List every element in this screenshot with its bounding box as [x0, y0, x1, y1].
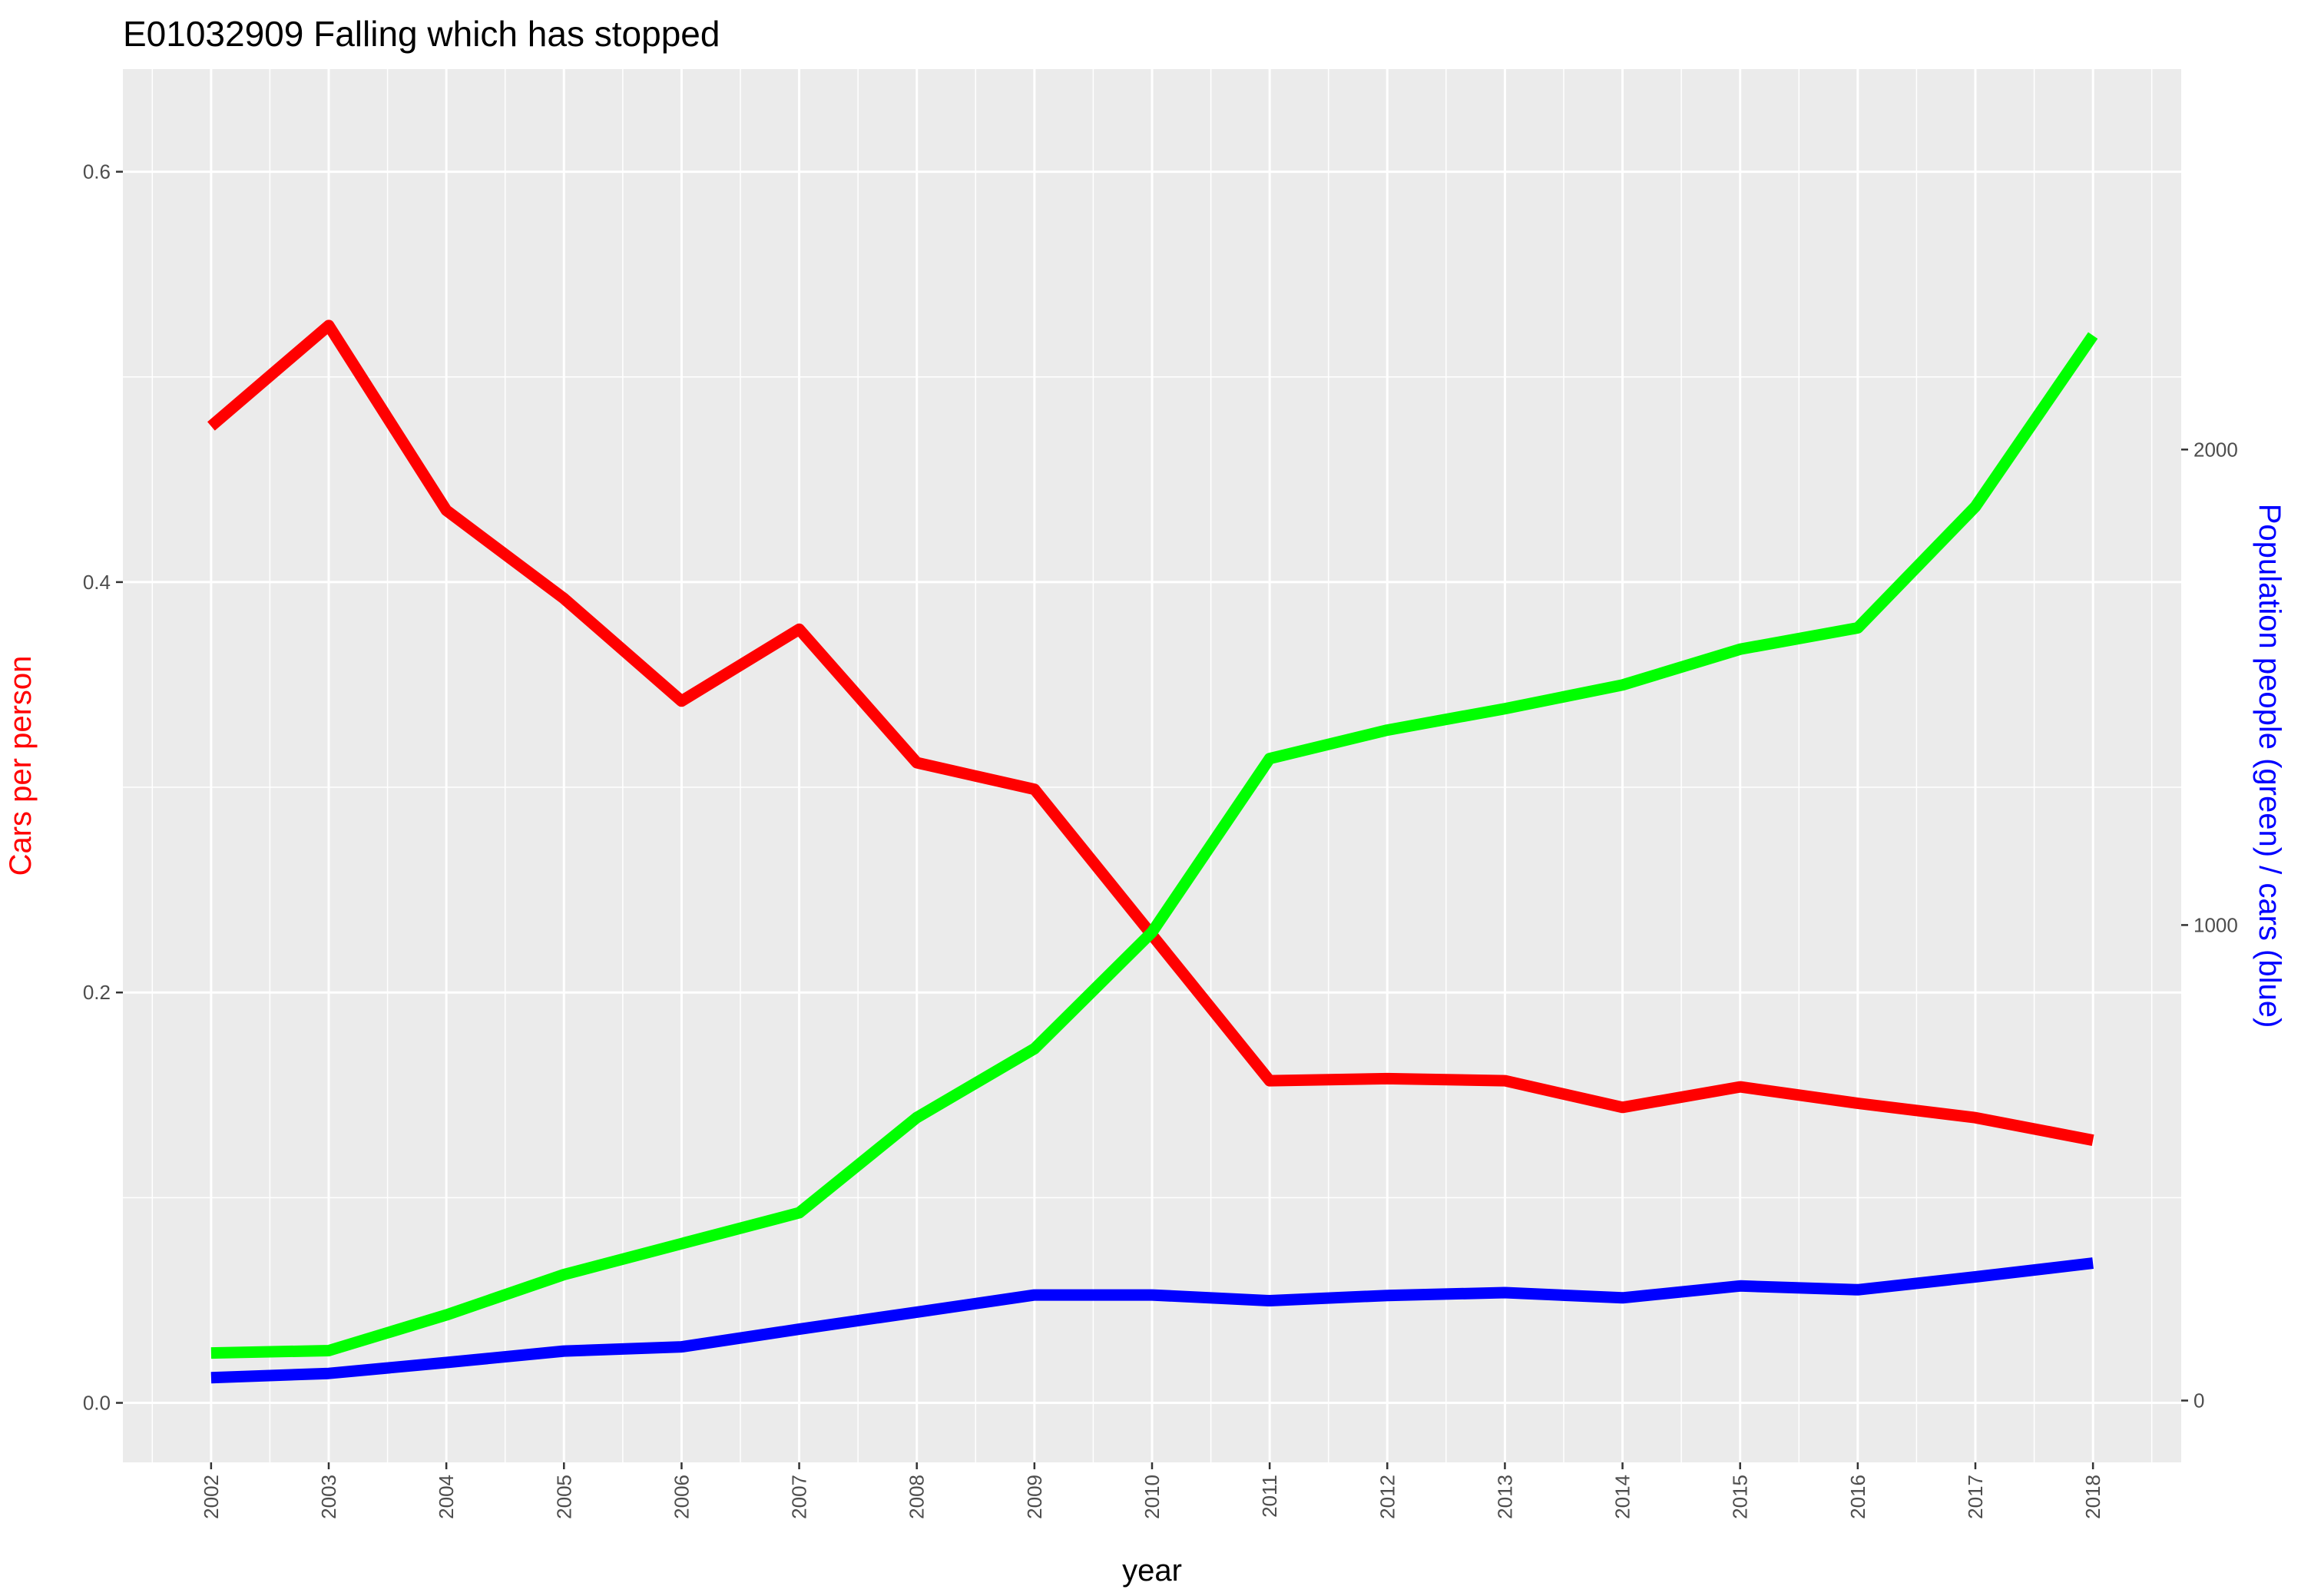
x-tick-label: 2015: [1729, 1475, 1752, 1519]
x-tick-label: 2017: [1964, 1475, 1987, 1519]
y-left-tick-label: 0.6: [83, 161, 111, 184]
x-tick-label: 2002: [200, 1475, 223, 1519]
y-right-tick-label: 0: [2193, 1389, 2204, 1412]
x-tick-label: 2012: [1376, 1475, 1399, 1519]
x-tick-label: 2006: [670, 1475, 693, 1519]
x-tick-label: 2011: [1258, 1475, 1281, 1518]
y-axis-left-title: Cars per person: [4, 656, 38, 876]
x-axis-title: year: [1122, 1554, 1182, 1588]
x-tick-label: 2014: [1611, 1475, 1634, 1519]
axes: 0.0 0.2 0.4 0.6 0 1000 2000 2002 2003 2004 2005 200…: [83, 161, 2238, 1519]
chart-title: E01032909 Falling which has stopped: [123, 14, 720, 54]
y-left-tick-label: 0.2: [83, 981, 111, 1004]
y-right-tick-label: 1000: [2193, 913, 2238, 936]
y-axis-right-title: Population people (green) / cars (blue): [2253, 504, 2286, 1028]
x-tick-label: 2008: [906, 1475, 929, 1519]
x-tick-label: 2018: [2081, 1475, 2104, 1519]
series-lines: [207, 320, 2098, 1384]
series-line-2: [210, 1257, 2094, 1384]
x-tick-label: 2005: [552, 1475, 575, 1519]
series-line-1: [210, 332, 2098, 1359]
x-tick-label: 2016: [1846, 1475, 1869, 1519]
x-tick-label: 2013: [1493, 1475, 1516, 1519]
gridlines: [123, 69, 2181, 1462]
y-right-tick-label: 2000: [2193, 438, 2238, 461]
x-tick-label: 2010: [1141, 1475, 1164, 1519]
y-left-tick-label: 0.4: [83, 571, 111, 594]
x-tick-label: 2003: [317, 1475, 340, 1519]
y-left-tick-label: 0.0: [83, 1392, 111, 1415]
x-tick-label: 2004: [435, 1475, 458, 1519]
x-tick-label: 2007: [788, 1475, 811, 1519]
x-tick-label: 2009: [1023, 1475, 1046, 1519]
